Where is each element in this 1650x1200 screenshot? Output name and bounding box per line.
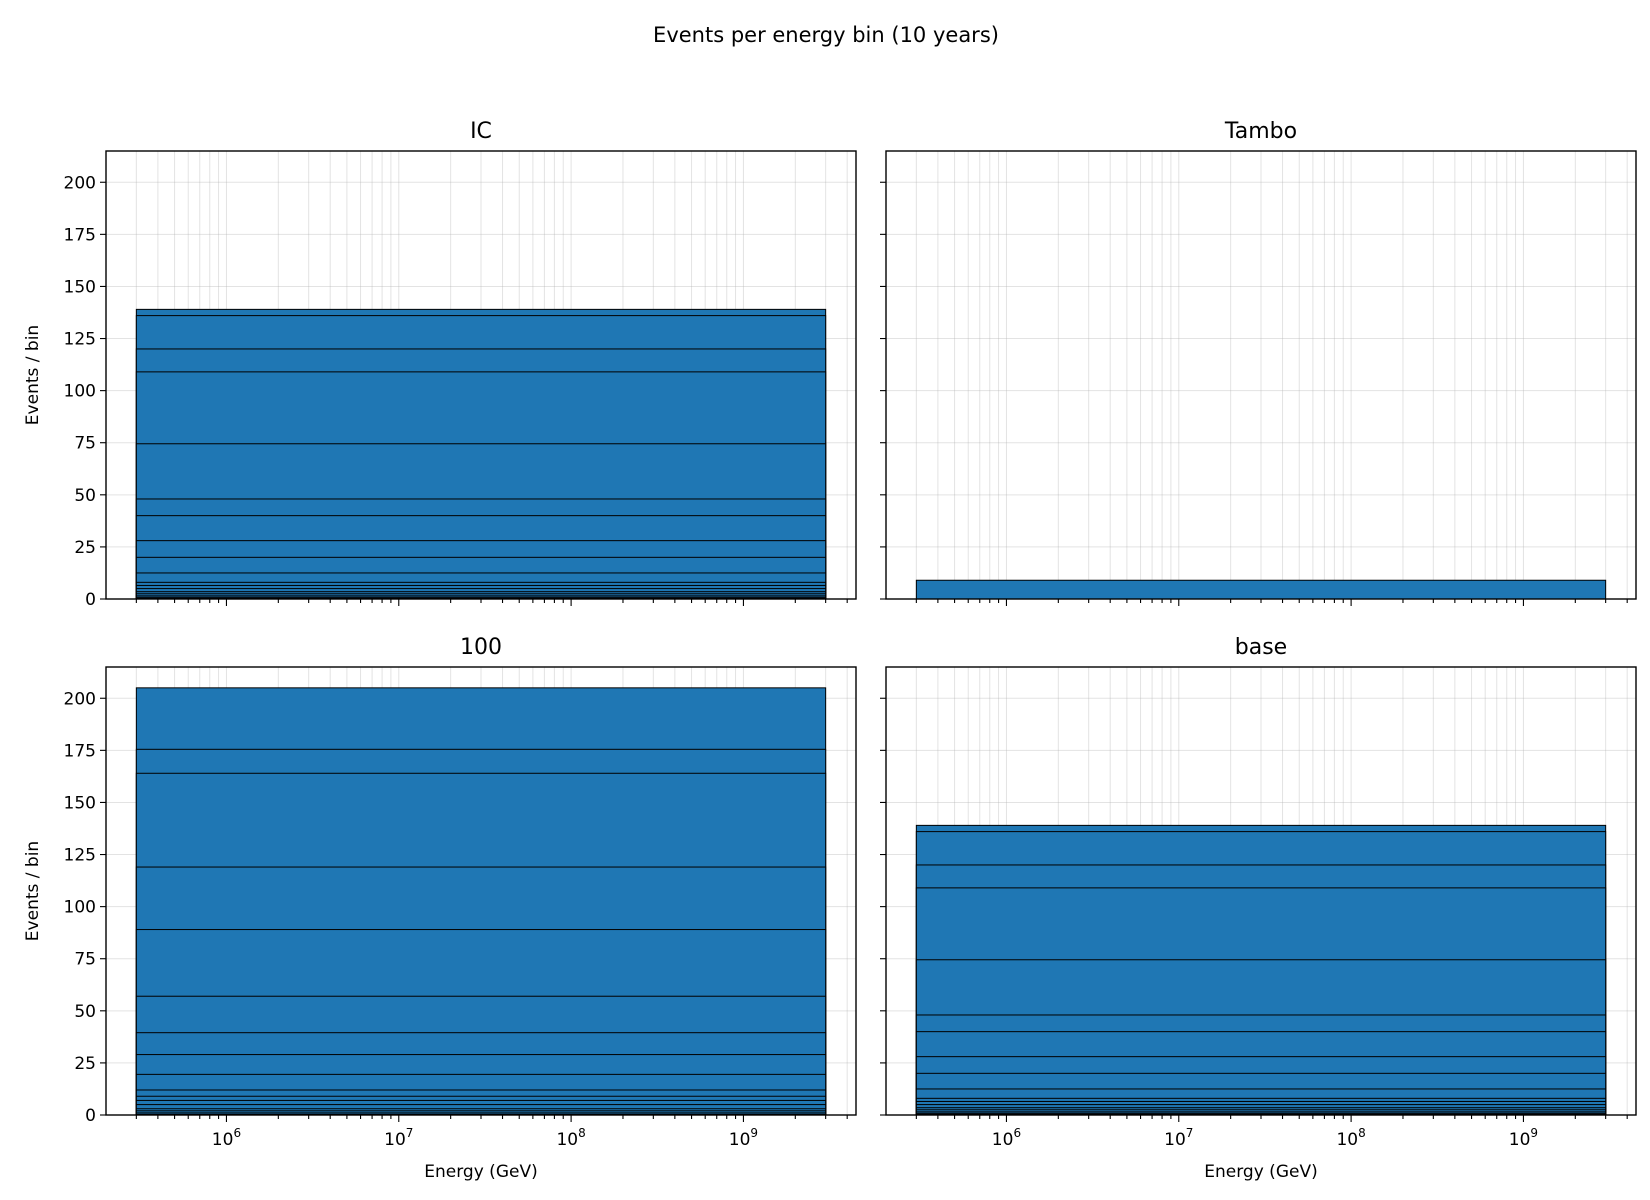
x-tick-base: 10 bbox=[1164, 1130, 1186, 1150]
x-tick-exponent: 7 bbox=[406, 1126, 414, 1140]
y-tick-label: 100 bbox=[64, 898, 96, 918]
y-tick-label: 150 bbox=[64, 793, 96, 813]
y-tick-label: 200 bbox=[64, 173, 96, 193]
panel-1: Tambo bbox=[880, 119, 1637, 606]
x-tick-exponent: 9 bbox=[1530, 1126, 1538, 1140]
y-tick-label: 175 bbox=[64, 741, 96, 761]
x-tick-exponent: 8 bbox=[1358, 1126, 1366, 1140]
y-tick-label: 175 bbox=[64, 225, 96, 245]
x-tick-exponent: 8 bbox=[578, 1126, 586, 1140]
x-tick-label: 107 bbox=[1164, 1126, 1193, 1150]
panel-title: Tambo bbox=[1224, 119, 1297, 144]
x-tick-base: 10 bbox=[992, 1130, 1014, 1150]
figure-title: Events per energy bin (10 years) bbox=[653, 23, 999, 47]
x-tick-exponent: 9 bbox=[750, 1126, 758, 1140]
y-tick-label: 50 bbox=[74, 486, 96, 506]
x-tick-base: 10 bbox=[212, 1130, 234, 1150]
y-tick-label: 150 bbox=[64, 277, 96, 297]
x-tick-label: 106 bbox=[992, 1126, 1021, 1150]
x-tick-label: 106 bbox=[212, 1126, 241, 1150]
y-axis-label: Events / bin bbox=[23, 841, 43, 941]
y-tick-label: 125 bbox=[64, 846, 96, 866]
x-tick-label: 109 bbox=[729, 1126, 758, 1150]
y-tick-label: 0 bbox=[85, 1106, 96, 1126]
x-tick-exponent: 6 bbox=[1013, 1126, 1021, 1140]
y-tick-label: 75 bbox=[74, 434, 96, 454]
y-tick-label: 25 bbox=[74, 538, 96, 558]
x-axis-label: Energy (GeV) bbox=[1204, 1162, 1317, 1182]
x-tick-label: 108 bbox=[1336, 1126, 1365, 1150]
panel-title: base bbox=[1235, 635, 1287, 660]
x-tick-base: 10 bbox=[729, 1130, 751, 1150]
y-tick-label: 0 bbox=[85, 590, 96, 610]
y-tick-label: 100 bbox=[64, 382, 96, 402]
x-tick-base: 10 bbox=[1509, 1130, 1531, 1150]
x-tick-label: 107 bbox=[384, 1126, 413, 1150]
y-tick-label: 50 bbox=[74, 1002, 96, 1022]
panel-title: IC bbox=[470, 119, 492, 144]
y-tick-label: 125 bbox=[64, 330, 96, 350]
x-tick-exponent: 7 bbox=[1186, 1126, 1194, 1140]
y-tick-label: 25 bbox=[74, 1054, 96, 1074]
y-axis-label: Events / bin bbox=[23, 325, 43, 425]
y-tick-label: 200 bbox=[64, 689, 96, 709]
x-tick-label: 109 bbox=[1509, 1126, 1538, 1150]
panel-title: 100 bbox=[460, 635, 502, 660]
x-tick-base: 10 bbox=[556, 1130, 578, 1150]
panel-0: IC 0 25 50 75 100 125 150 175 200 Events / bin bbox=[23, 119, 857, 610]
bar-segment bbox=[915, 579, 1607, 600]
y-tick-label: 75 bbox=[74, 950, 96, 970]
x-tick-label: 108 bbox=[556, 1126, 585, 1150]
x-tick-base: 10 bbox=[384, 1130, 406, 1150]
x-tick-base: 10 bbox=[1336, 1130, 1358, 1150]
x-tick-exponent: 6 bbox=[233, 1126, 241, 1140]
x-axis-label: Energy (GeV) bbox=[424, 1162, 537, 1182]
